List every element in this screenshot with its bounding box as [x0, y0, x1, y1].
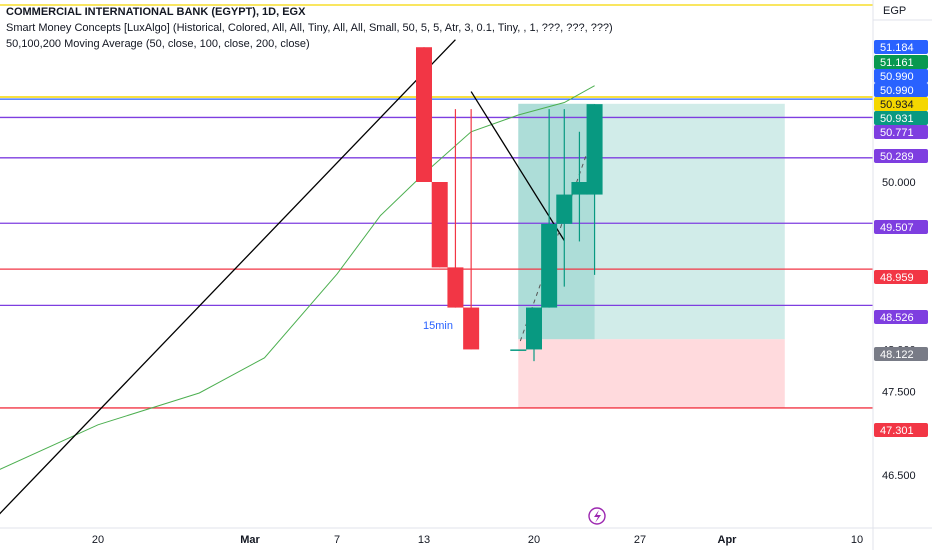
- price-badge-bg: [874, 97, 928, 111]
- timeframe-annotation: 15min: [423, 320, 453, 332]
- stop-zone: [518, 339, 785, 408]
- candles-layer: [416, 47, 603, 362]
- candle-body: [571, 182, 588, 195]
- horizontal-levels: [0, 4, 875, 409]
- candle-body: [416, 47, 432, 182]
- price-badge-label: 51.184: [880, 42, 914, 54]
- price-badge-label: 50.990: [880, 71, 914, 83]
- price-badge-label: 51.161: [880, 57, 914, 69]
- price-badge-bg: [874, 149, 928, 163]
- position-zones: [518, 103, 785, 408]
- chart-legend: COMMERCIAL INTERNATIONAL BANK (EGYPT), 1…: [6, 4, 613, 52]
- price-badge-bg: [874, 125, 928, 139]
- candle-body: [541, 223, 558, 308]
- price-badge-bg: [874, 310, 928, 324]
- price-badge-bg: [874, 220, 928, 234]
- price-badge-bg: [874, 55, 928, 69]
- x-tick-label: Apr: [718, 534, 738, 546]
- y-tick-label: 50.000: [882, 177, 916, 189]
- price-badge-bg: [874, 423, 928, 437]
- trendline-layer: [0, 39, 590, 515]
- candle-body: [526, 307, 542, 350]
- ma-line: [0, 85, 595, 470]
- candle-body: [510, 349, 527, 351]
- price-badge-label: 50.934: [880, 99, 914, 111]
- candle-body: [463, 307, 480, 350]
- candle-body: [556, 194, 573, 224]
- lightning-icon[interactable]: [588, 507, 606, 525]
- price-badges: 51.184 51.161 50.990 50.990 50.934 50.931 50.7…: [423, 40, 928, 437]
- price-badge-label: 48.122: [880, 349, 914, 361]
- price-badge-label: 48.526: [880, 312, 914, 324]
- x-tick-label: 10: [851, 534, 863, 546]
- x-tick-label: 20: [92, 534, 104, 546]
- price-badge-bg: [874, 270, 928, 284]
- price-badge-bg: [874, 69, 928, 83]
- price-badge-label: 47.301: [880, 425, 914, 437]
- symbol-title[interactable]: COMMERCIAL INTERNATIONAL BANK (EGYPT), 1…: [6, 6, 306, 18]
- indicator-smc-label[interactable]: Smart Money Concepts [LuxAlgo] (Historic…: [6, 22, 613, 34]
- candle-body: [431, 182, 448, 268]
- x-tick-label: 20: [528, 534, 540, 546]
- price-badge-bg: [874, 111, 928, 125]
- y-tick-label: 46.500: [882, 470, 916, 482]
- price-badge-label: 50.931: [880, 113, 914, 125]
- candle-body: [586, 104, 603, 195]
- price-badge-bg: [874, 40, 928, 54]
- trendline: [0, 39, 456, 515]
- price-badge-label: 50.990: [880, 85, 914, 97]
- x-tick-label: 7: [334, 534, 340, 546]
- price-badge-label: 50.771: [880, 127, 914, 139]
- x-tick-label: 13: [418, 534, 430, 546]
- currency-label: EGP: [883, 5, 906, 17]
- price-badge-bg: [874, 347, 928, 361]
- price-badge-label: 48.959: [880, 272, 914, 284]
- x-tick-label: Mar: [240, 534, 260, 546]
- x-tick-label: 27: [634, 534, 646, 546]
- price-badge-label: 49.507: [880, 222, 914, 234]
- indicator-ma-label[interactable]: 50,100,200 Moving Average (50, close, 10…: [6, 38, 310, 50]
- moving-average-layer: [0, 85, 595, 470]
- y-tick-label: 47.500: [882, 386, 916, 398]
- price-badge-label: 50.289: [880, 151, 914, 163]
- candle-body: [447, 267, 464, 308]
- price-badge-bg: [874, 83, 928, 97]
